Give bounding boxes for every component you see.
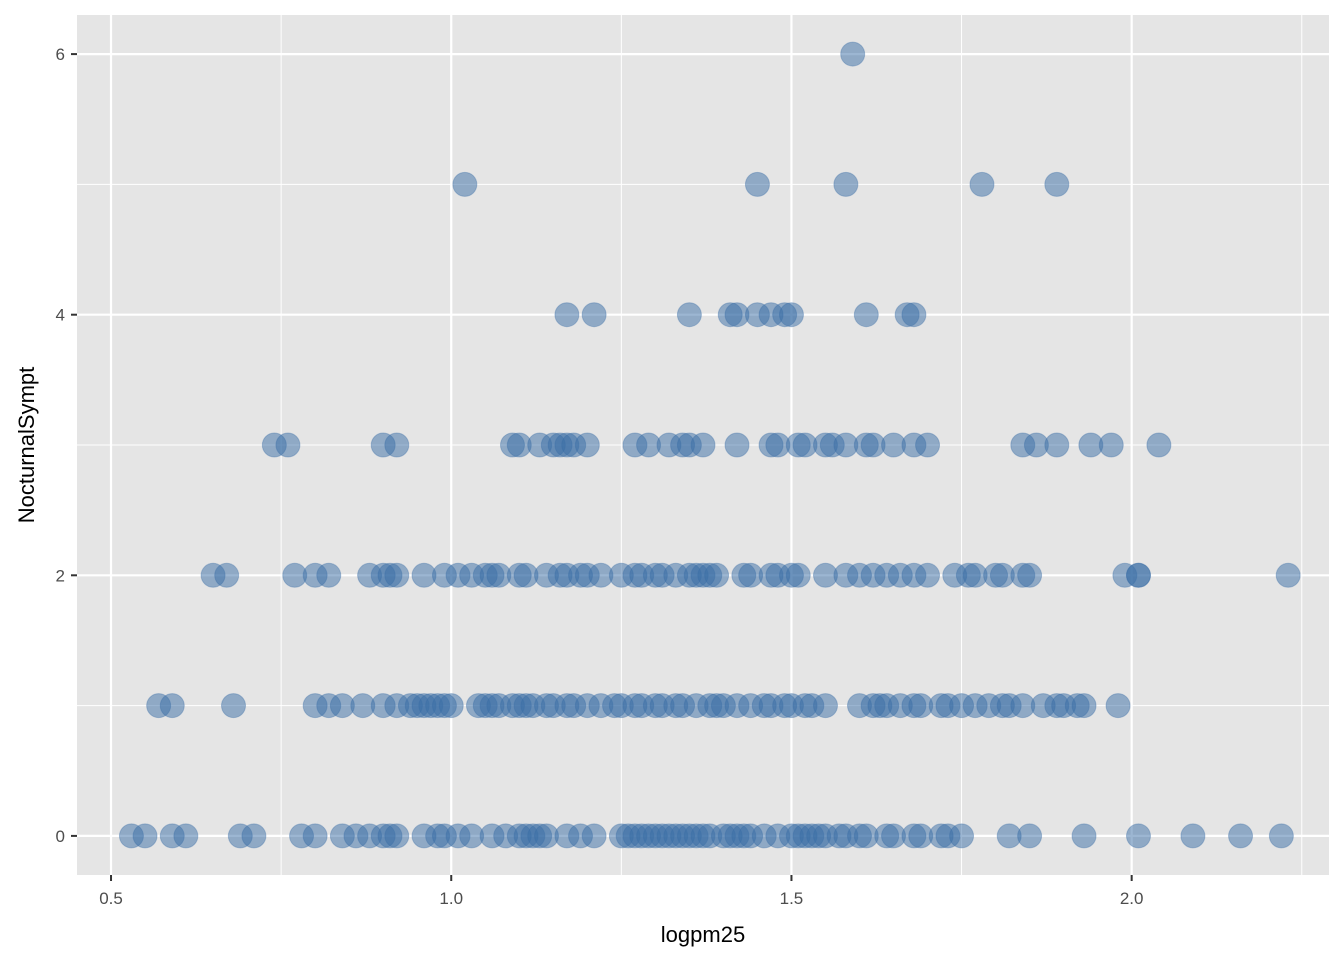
data-point [1071,693,1097,719]
x-tick-label: 2.0 [1120,889,1144,908]
data-point [915,562,941,588]
data-point [690,432,716,458]
data-point [581,823,607,849]
data-point [384,823,410,849]
data-point [840,41,866,67]
data-point [214,562,240,588]
data-point [384,562,410,588]
data-point [581,302,607,328]
data-point [744,171,770,197]
y-tick-label: 2 [56,566,65,585]
data-point [676,302,702,328]
y-axis-title: NocturnalSympt [14,367,39,524]
y-tick-label: 0 [56,827,65,846]
y-axis: 0 2 4 6 [56,45,77,846]
data-point [853,302,879,328]
data-point [1098,432,1124,458]
data-point [1105,693,1131,719]
data-point [1071,823,1097,849]
data-point [1125,823,1151,849]
x-axis: 0.5 1.0 1.5 2.0 [99,875,1143,908]
data-point [704,562,730,588]
x-tick-label: 1.5 [780,889,804,908]
data-point [452,171,478,197]
data-point [1228,823,1254,849]
data-point [1125,562,1151,588]
data-point [949,823,975,849]
data-point [901,302,927,328]
data-points [118,41,1301,849]
data-point [275,432,301,458]
y-tick-label: 4 [56,306,65,325]
data-point [574,432,600,458]
data-point [438,693,464,719]
x-axis-title: logpm25 [661,922,745,947]
data-point [1268,823,1294,849]
data-point [316,562,342,588]
data-point [724,432,750,458]
data-point [173,823,199,849]
data-point [221,693,246,719]
data-point [778,302,804,328]
y-tick-label: 6 [56,45,65,64]
data-point [1146,432,1172,458]
data-point [833,171,859,197]
data-point [302,823,328,849]
data-point [812,693,838,719]
x-tick-label: 1.0 [439,889,463,908]
data-point [554,302,580,328]
data-point [1180,823,1206,849]
data-point [785,562,811,588]
data-point [915,432,941,458]
data-point [969,171,995,197]
data-point [241,823,267,849]
data-point [132,823,158,849]
data-point [159,693,185,719]
data-point [384,432,410,458]
data-point [1017,562,1043,588]
data-point [1017,823,1043,849]
data-point [1044,171,1070,197]
x-tick-label: 0.5 [99,889,123,908]
data-point [1044,432,1070,458]
data-point [1275,562,1301,588]
